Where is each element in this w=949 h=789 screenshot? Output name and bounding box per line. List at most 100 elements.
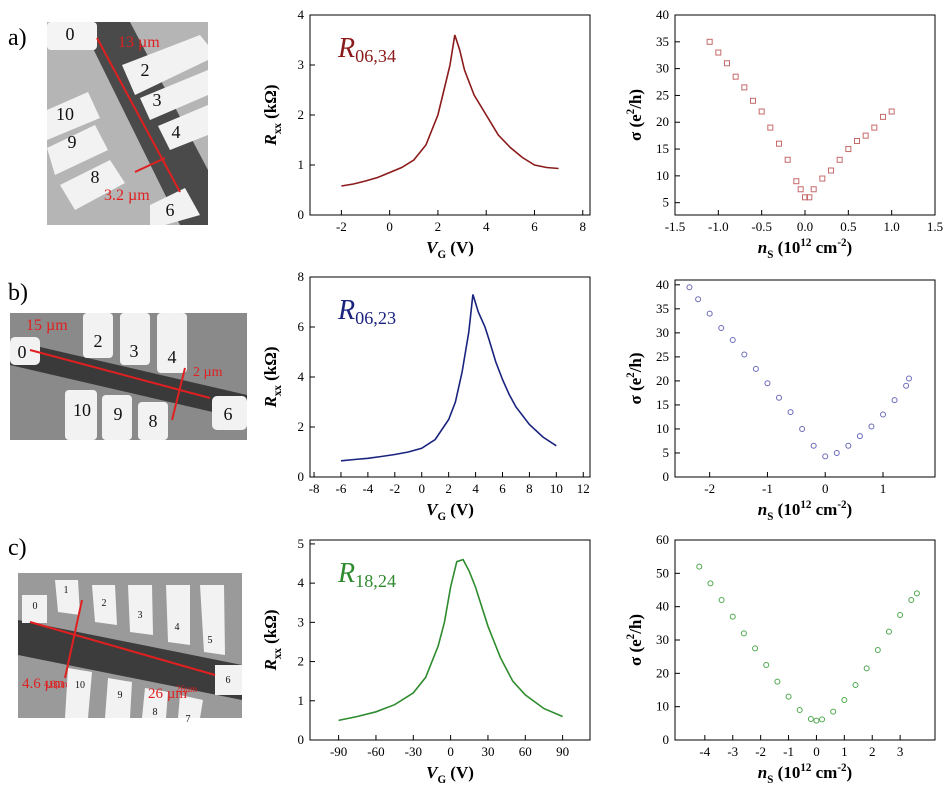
- data-point: [833, 449, 840, 456]
- electrode-label: 3: [138, 610, 143, 621]
- micrograph-c: [18, 573, 242, 718]
- data-point: [718, 325, 725, 332]
- text-part: S: [767, 774, 773, 786]
- y-tick-label: 60: [656, 532, 669, 547]
- text-part: (10: [773, 500, 800, 519]
- data-point: [758, 108, 765, 115]
- x-tick-label: 2: [445, 481, 452, 496]
- data-line: [341, 34, 559, 187]
- data-point: [897, 612, 904, 618]
- text-part: 12: [800, 499, 812, 511]
- y-tick-label: 1: [298, 693, 305, 708]
- data-point: [874, 647, 881, 653]
- x-tick-label: 2: [435, 219, 442, 234]
- text-part: 2: [625, 108, 637, 114]
- x-tick-label: -8: [309, 481, 320, 496]
- data-point: [810, 186, 817, 193]
- y-tick-label: 25: [656, 87, 669, 102]
- y-tick-label: 40: [656, 7, 669, 22]
- data-point: [776, 394, 782, 401]
- electrode-label: 4: [175, 622, 180, 633]
- data-point: [852, 682, 859, 688]
- y-tick-label: 5: [298, 536, 305, 551]
- x-tick-label: 4: [483, 219, 490, 234]
- x-tick-label: 0: [386, 219, 393, 234]
- x-axis-label: VG (V): [426, 500, 474, 523]
- x-tick-label: 60: [519, 744, 532, 759]
- electrode-label: 2: [102, 598, 107, 609]
- plot-frame: [674, 14, 936, 216]
- data-point: [706, 310, 713, 317]
- data-point: [741, 84, 748, 91]
- data-point: [888, 108, 895, 115]
- scale-label: 4.6 µm: [22, 676, 65, 692]
- scale-label: 3.2 µm: [104, 187, 150, 204]
- data-point: [707, 580, 714, 587]
- data-point: [752, 645, 759, 652]
- data-point: [776, 140, 782, 147]
- data-point: [774, 678, 781, 685]
- y-tick-label: 40: [656, 277, 669, 292]
- text-part: cm: [811, 500, 837, 519]
- text-part: (kΩ): [261, 346, 280, 385]
- text-part: R: [337, 558, 355, 589]
- x-axis-label: nS (1012 cm-2): [758, 499, 852, 523]
- x-tick-label: -2: [336, 219, 347, 234]
- text-part: R: [337, 33, 355, 64]
- micrograph-a: [47, 22, 208, 225]
- text-part: (V): [446, 238, 474, 257]
- electrode-label: 3: [130, 341, 139, 361]
- data-point: [695, 296, 702, 303]
- x-tick-label: -2: [389, 481, 400, 496]
- data-point: [696, 563, 703, 570]
- data-point: [891, 397, 898, 404]
- y-tick-label: 20: [656, 665, 669, 680]
- text-part: cm: [811, 763, 837, 782]
- data-point: [880, 113, 886, 120]
- data-point: [871, 124, 878, 131]
- x-tick-label: 10: [550, 481, 563, 496]
- text-part: σ (e: [626, 377, 645, 404]
- data-point: [830, 708, 837, 715]
- electrode-label: 3: [153, 90, 162, 110]
- text-part: n: [758, 238, 767, 257]
- scale-label: 4.6µm: [44, 679, 67, 689]
- x-tick-label: 0: [447, 744, 454, 759]
- electrode-label: 8: [91, 167, 100, 187]
- electrode-label: 0: [66, 24, 75, 44]
- y-axis-label: Rxx (kΩ): [261, 84, 284, 146]
- data-point: [796, 707, 803, 713]
- electrode-label: 9: [118, 690, 123, 701]
- y-tick-label: 25: [656, 349, 669, 364]
- y-tick-label: 10: [656, 168, 669, 183]
- y-tick-label: 35: [656, 301, 669, 316]
- data-point: [785, 693, 792, 700]
- data-point: [741, 351, 748, 358]
- text-part: xx: [272, 648, 284, 660]
- x-tick-label: 0.0: [797, 219, 813, 234]
- x-tick-label: 90: [556, 744, 569, 759]
- electrode-label: 9: [68, 132, 77, 152]
- x-tick-label: 1: [841, 744, 848, 759]
- y-tick-label: 2: [298, 654, 305, 669]
- text-part: xx: [272, 385, 284, 397]
- data-point: [732, 73, 739, 80]
- data-line: [340, 294, 557, 462]
- data-point: [903, 382, 910, 389]
- y-axis-label: σ (e2/h): [625, 614, 645, 666]
- x-tick-label: -0.5: [751, 219, 772, 234]
- text-part: ): [847, 238, 853, 257]
- x-tick-label: -1: [762, 481, 773, 496]
- text-part: xx: [272, 123, 284, 135]
- x-tick-label: -60: [367, 744, 384, 759]
- data-point: [841, 697, 848, 703]
- curve-label: R06,34: [337, 33, 396, 66]
- plot-frame: [674, 539, 936, 741]
- x-tick-label: -2: [755, 744, 766, 759]
- x-tick-label: -90: [330, 744, 347, 759]
- x-tick-label: -30: [405, 744, 422, 759]
- data-point: [799, 425, 806, 432]
- text-part: (V): [446, 763, 474, 782]
- y-tick-label: 20: [656, 373, 669, 388]
- text-part: ): [847, 763, 853, 782]
